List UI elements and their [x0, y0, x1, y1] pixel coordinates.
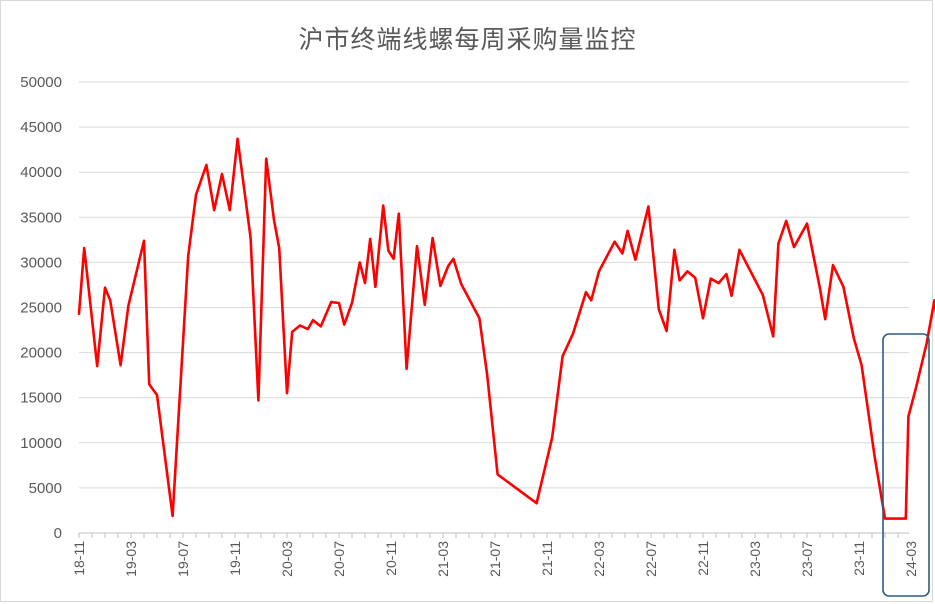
y-tick-label: 50000 — [20, 74, 62, 91]
y-tick-label: 0 — [54, 525, 62, 542]
y-tick-label: 5000 — [29, 480, 62, 497]
x-tick-label: 18-11 — [71, 541, 87, 576]
x-tick-label: 22-03 — [591, 541, 607, 577]
y-tick-label: 15000 — [20, 390, 62, 407]
y-tick-label: 20000 — [20, 345, 62, 362]
x-tick-label: 19-07 — [175, 541, 191, 577]
x-tick-label: 20-03 — [279, 541, 295, 577]
y-tick-label: 40000 — [20, 164, 62, 181]
x-tick-label: 19-11 — [227, 541, 243, 576]
x-tick-label: 22-11 — [695, 541, 711, 576]
y-tick-label: 25000 — [20, 300, 62, 317]
y-tick-label: 30000 — [20, 254, 62, 271]
x-tick-label: 21-07 — [487, 541, 503, 577]
x-tick-label: 23-03 — [747, 541, 763, 577]
highlight-box — [882, 333, 930, 597]
x-tick-label: 20-07 — [331, 541, 347, 577]
y-tick-label: 35000 — [20, 209, 62, 226]
x-tick-label: 24-03 — [903, 541, 919, 577]
x-tick-label: 22-07 — [643, 541, 659, 577]
x-tick-label: 23-07 — [799, 541, 815, 577]
y-tick-label: 10000 — [20, 435, 62, 452]
x-tick-label: 21-03 — [435, 541, 451, 577]
chart-title: 沪市终端线螺每周采购量监控 — [298, 25, 637, 54]
x-tick-label: 19-03 — [123, 541, 139, 577]
x-tick-label: 21-11 — [539, 541, 555, 576]
series-line — [77, 137, 935, 520]
x-tick-label: 23-11 — [851, 541, 867, 576]
y-tick-label: 45000 — [20, 119, 62, 136]
x-tick-label: 20-11 — [383, 541, 399, 576]
